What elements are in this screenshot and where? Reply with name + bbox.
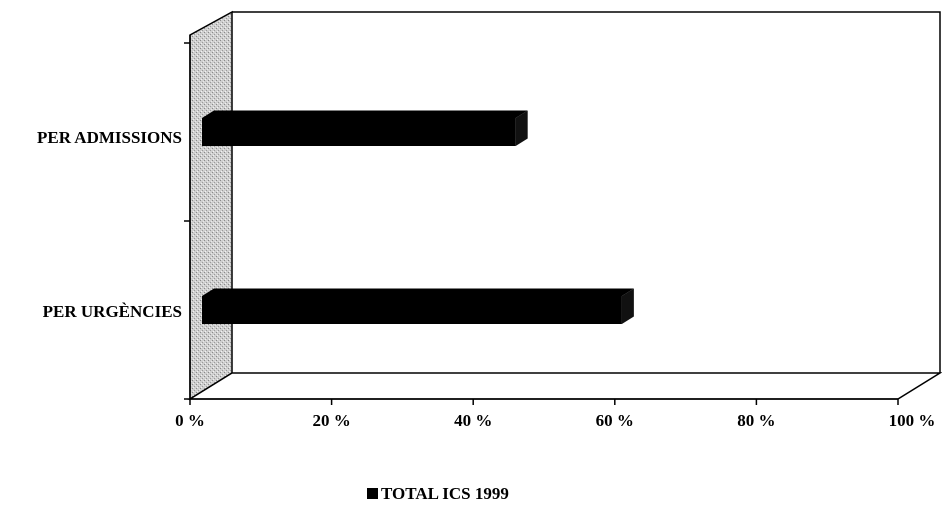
x-tick-label-100: 100 % (889, 411, 936, 430)
legend-label: TOTAL ICS 1999 (381, 484, 509, 503)
x-tick-label-0: 0 % (175, 411, 205, 430)
legend-marker (367, 488, 378, 499)
x-tick-label-60: 60 % (596, 411, 634, 430)
bar-per-urgencies-top (202, 288, 634, 296)
bars (202, 110, 634, 324)
x-tick-label-40: 40 % (454, 411, 492, 430)
bar-per-admissions-top (202, 110, 528, 118)
legend: TOTAL ICS 1999 (367, 484, 509, 503)
bar-per-urgencies (202, 296, 622, 324)
back-plane (232, 11, 941, 373)
x-tick-label-20: 20 % (312, 411, 350, 430)
bar-per-admissions-end (515, 110, 528, 146)
x-tick-label-80: 80 % (737, 411, 775, 430)
left-wall (189, 10, 233, 401)
x-ticks (189, 399, 899, 405)
category-label-admissions: PER ADMISSIONS (37, 128, 182, 147)
y-ticks (184, 42, 190, 400)
category-label-urgencies: PER URGÈNCIES (43, 302, 182, 321)
bar-per-urgencies-end (621, 288, 634, 324)
bar-per-admissions (202, 118, 516, 146)
floor (187, 372, 942, 400)
